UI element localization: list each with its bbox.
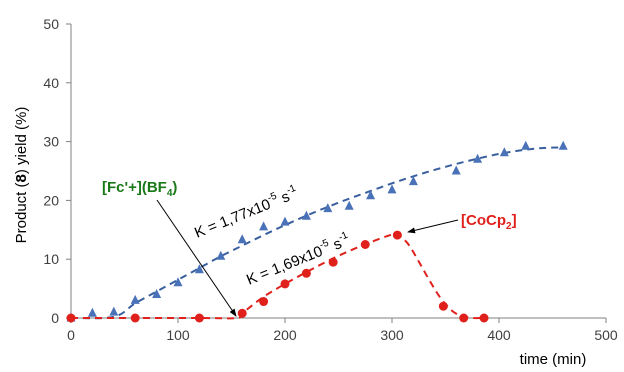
cocp-point — [194, 313, 204, 323]
fc-series-label: [Fc'+](BF4) — [102, 179, 177, 199]
fc-point — [152, 288, 162, 298]
y-tick-label: 20 — [43, 192, 59, 208]
fc-point — [323, 203, 333, 213]
fc-point — [280, 216, 290, 226]
fc-point — [173, 277, 183, 287]
cocp-arrow — [407, 219, 459, 234]
y-tick-label: 40 — [43, 75, 59, 91]
fc-point — [259, 221, 269, 231]
x-tick-label: 100 — [166, 327, 190, 343]
fc-point — [130, 294, 140, 304]
fc-point — [87, 307, 97, 317]
y-tick-label: 50 — [43, 16, 59, 32]
fc-point — [344, 200, 354, 210]
y-axis-label: Product (8) yield (%) — [13, 107, 30, 244]
fc-point — [216, 250, 226, 260]
fc-arrow — [156, 199, 237, 317]
cocp-series-label: [CoCp2] — [461, 212, 517, 232]
fc-point — [451, 165, 461, 175]
fc-point — [237, 234, 247, 244]
k-fc-annotation: K = 1,77x10-5 s-1 — [191, 183, 300, 242]
axes: 0 100 200 300 400 500 0 10 20 30 40 50 — [43, 16, 617, 343]
x-axis-label: time (min) — [520, 351, 587, 368]
cocp-point — [237, 308, 247, 318]
fc-point — [301, 210, 311, 220]
cocp-point — [66, 313, 76, 323]
x-tick-label: 400 — [487, 327, 511, 343]
fc-point — [521, 140, 531, 150]
x-tick-label: 500 — [594, 327, 618, 343]
fit-curves — [70, 146, 564, 320]
x-tick-label: 300 — [380, 327, 404, 343]
cocp-point — [130, 313, 140, 323]
fc-point — [408, 176, 418, 186]
fc-fit-curve — [70, 146, 564, 320]
cocp-point — [392, 230, 402, 240]
y-tick-label: 30 — [43, 134, 59, 150]
y-tick-label: 10 — [43, 251, 59, 267]
x-tick-label: 0 — [67, 327, 75, 343]
data-points — [66, 140, 568, 323]
cocp-point — [259, 297, 269, 307]
cocp-point — [360, 240, 370, 249]
cocp-point — [479, 313, 489, 323]
fc-point — [558, 140, 568, 150]
fc-point — [109, 306, 119, 316]
fc-point — [473, 153, 483, 163]
x-tick-label: 200 — [273, 327, 297, 343]
cocp-point — [459, 313, 469, 323]
fc-point — [366, 190, 376, 200]
fc-point — [194, 264, 204, 274]
cocp-point — [438, 301, 448, 311]
cocp-point — [280, 279, 290, 289]
y-tick-label: 0 — [51, 310, 59, 326]
cocp-point — [328, 257, 338, 267]
cocp-point — [301, 268, 311, 278]
fc-point — [499, 147, 509, 157]
fc-point — [387, 184, 397, 194]
